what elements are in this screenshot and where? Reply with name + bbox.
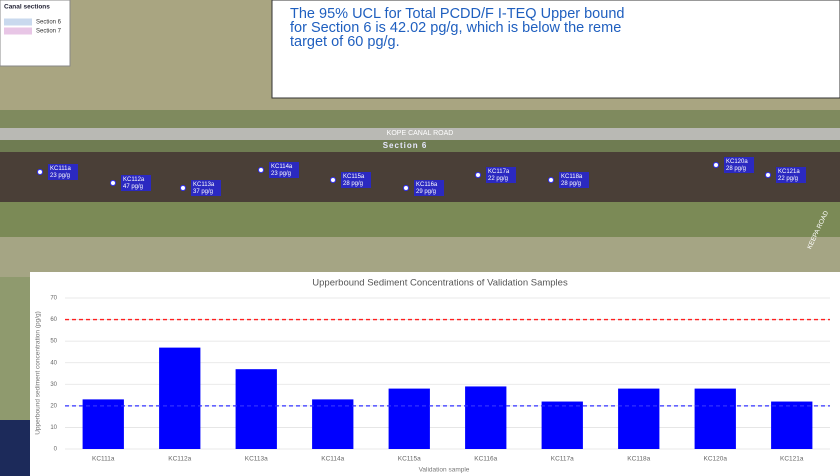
bank	[0, 202, 840, 237]
sample-value: 23 pg/g	[50, 173, 70, 179]
bar	[82, 399, 124, 449]
bar	[618, 388, 660, 449]
sample-id: KC117a	[488, 169, 510, 175]
sample-id: KC120a	[726, 159, 748, 165]
x-tick-label: KC112a	[168, 456, 191, 463]
sample-point	[713, 162, 719, 168]
callout-text: for Section 6 is 42.02 pg/g, which is be…	[290, 20, 621, 36]
sample-label-box	[341, 172, 371, 188]
field	[0, 237, 840, 277]
sample-label-box	[191, 180, 221, 196]
sample-id: KC111a	[50, 166, 71, 172]
sample-point	[180, 185, 186, 191]
sample-value: 22 pg/g	[778, 176, 798, 182]
x-tick-label: KC115a	[398, 456, 421, 463]
sample-id: KC113a	[193, 182, 215, 188]
sample-label-box	[414, 180, 444, 196]
x-tick-label: KC118a	[627, 456, 650, 463]
sample-id: KC121a	[778, 169, 800, 175]
bar	[541, 401, 583, 449]
sample-value: 28 pg/g	[726, 166, 746, 172]
sample-label-box	[269, 162, 299, 178]
x-tick-label: KC121a	[780, 456, 804, 463]
x-tick-label: KC116a	[474, 456, 497, 463]
y-tick-label: 30	[50, 382, 57, 388]
y-tick-label: 50	[50, 339, 57, 345]
y-tick-label: 60	[50, 317, 57, 323]
sample-id: KC118a	[561, 174, 583, 180]
sample-value: 37 pg/g	[193, 189, 213, 195]
y-tick-label: 70	[50, 296, 57, 302]
sample-label-box	[724, 157, 754, 173]
x-tick-label: KC111a	[92, 456, 115, 463]
chart-title: Upperbound Sediment Concentrations of Va…	[312, 278, 568, 289]
legend-label: Section 6	[36, 20, 62, 26]
section-label: Section 6	[383, 141, 428, 150]
callout-text: The 95% UCL for Total PCDD/F I-TEQ Upper…	[290, 6, 624, 22]
sample-value: 28 pg/g	[343, 181, 363, 187]
sample-id: KC114a	[271, 164, 293, 170]
road	[0, 128, 840, 140]
verge	[0, 110, 840, 128]
legend-label: Section 7	[36, 29, 62, 35]
edge-strip	[0, 420, 30, 476]
legend-title: Canal sections	[4, 4, 50, 11]
sample-label-box	[48, 164, 78, 180]
legend-swatch	[4, 27, 32, 35]
x-axis-label: Validation sample	[419, 467, 470, 474]
y-tick-label: 20	[50, 403, 57, 409]
sample-label-box	[776, 167, 806, 183]
bar	[694, 388, 736, 449]
sample-point	[475, 172, 481, 178]
sample-point	[37, 169, 43, 175]
sample-value: 29 pg/g	[416, 189, 436, 195]
bar	[388, 388, 430, 449]
sample-point	[330, 177, 336, 183]
bar	[465, 386, 507, 449]
sample-point	[110, 180, 116, 186]
x-tick-label: KC117a	[551, 456, 574, 463]
y-tick-label: 10	[50, 425, 57, 431]
bar	[159, 347, 201, 449]
y-tick-label: 0	[54, 447, 58, 453]
bar	[771, 401, 813, 449]
y-axis-label: Upperbound sediment concentration (pg/g)	[35, 311, 42, 435]
sample-id: KC116a	[416, 182, 438, 188]
sample-value: 47 pg/g	[123, 184, 143, 190]
x-tick-label: KC113a	[245, 456, 268, 463]
sample-label-box	[121, 175, 151, 191]
sample-point	[258, 167, 264, 173]
bank	[0, 140, 840, 152]
x-tick-label: KC114a	[321, 456, 344, 463]
sample-id: KC112a	[123, 177, 145, 183]
bar	[235, 369, 277, 449]
sample-point	[548, 177, 554, 183]
legend-swatch	[4, 18, 32, 26]
x-tick-label: KC120a	[704, 456, 728, 463]
callout-text: target of 60 pg/g.	[290, 34, 400, 50]
road-label: KOPE CANAL ROAD	[387, 130, 454, 137]
sample-label-box	[559, 172, 589, 188]
callout-box	[271, 0, 840, 99]
sample-point	[403, 185, 409, 191]
y-tick-label: 40	[50, 360, 57, 366]
sample-value: 23 pg/g	[271, 171, 291, 177]
sample-id: KC115a	[343, 174, 365, 180]
bar	[312, 399, 354, 449]
sample-value: 28 pg/g	[561, 181, 581, 187]
sample-label-box	[486, 167, 516, 183]
sample-point	[765, 172, 771, 178]
sample-value: 22 pg/g	[488, 176, 508, 182]
